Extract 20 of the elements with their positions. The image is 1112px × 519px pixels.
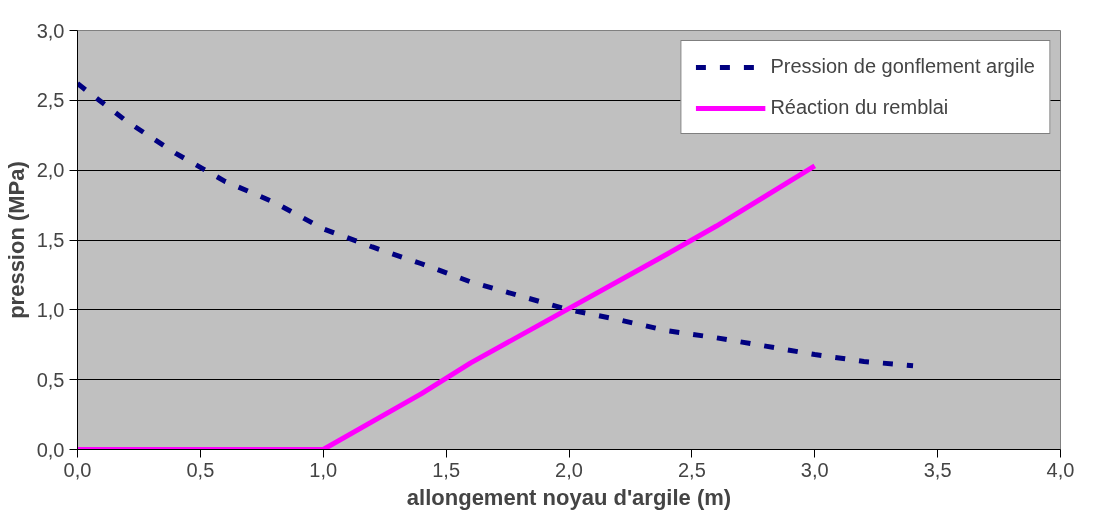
x-tick-label: 1,0 [309, 458, 338, 481]
y-tick-label: 1,5 [36, 229, 65, 251]
legend-label: Réaction du remblai [770, 96, 949, 119]
x-tick-label: 0,5 [186, 458, 215, 481]
y-tick-label: 3,0 [36, 19, 65, 42]
x-tick-label: 0,0 [63, 458, 92, 481]
y-tick-label: 2,5 [36, 89, 65, 112]
x-tick-label: 3,5 [923, 458, 952, 481]
x-tick-label: 2,5 [677, 458, 706, 481]
x-axis-title: allongement noyau d'argile (m) [406, 484, 732, 510]
y-tick-label: 2,0 [36, 159, 65, 182]
y-tick-label: 0,5 [36, 368, 65, 391]
legend-label: Pression de gonflement argile [770, 55, 1035, 78]
x-tick-label: 4,0 [1046, 458, 1075, 481]
x-tick-label: 2,0 [555, 458, 583, 481]
y-tick-label: 0,0 [36, 438, 65, 461]
x-tick-label: 1,5 [432, 458, 461, 481]
y-tick-label: 1,0 [36, 298, 65, 321]
x-tick-label: 3,0 [800, 458, 829, 481]
y-axis-title: pression (MPa) [3, 161, 29, 319]
